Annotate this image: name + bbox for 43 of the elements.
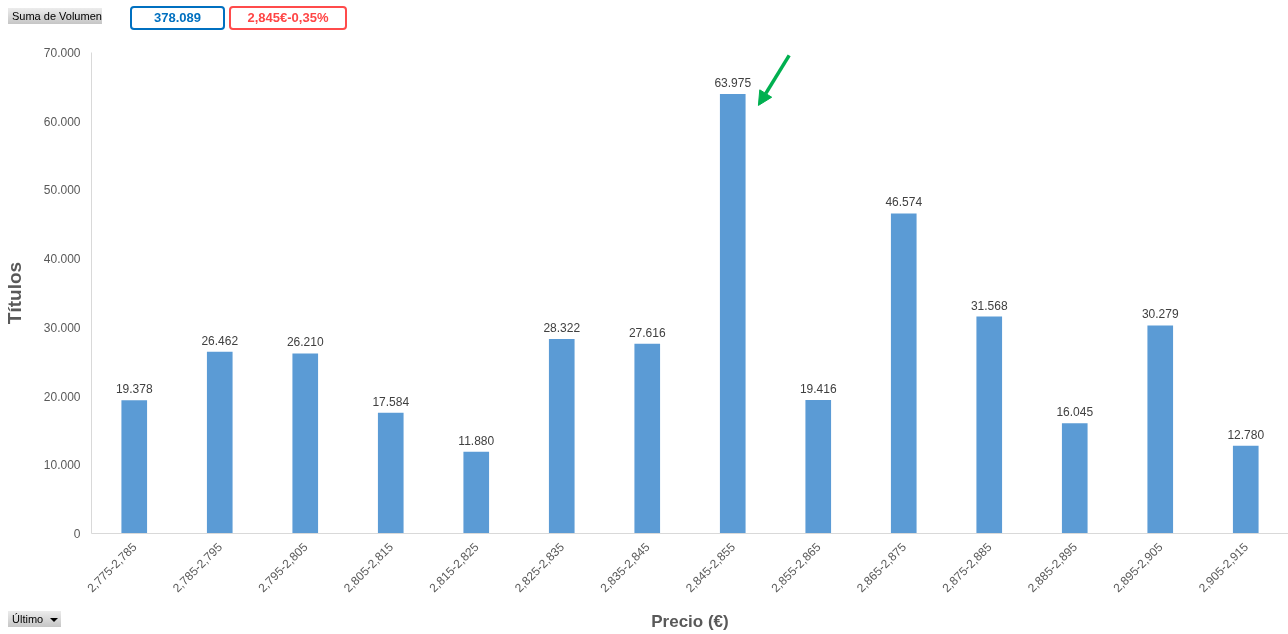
- data-label: 26.462: [201, 333, 239, 348]
- data-label: 31.568: [970, 298, 1008, 313]
- bar: [1147, 325, 1174, 534]
- bar: [206, 351, 233, 534]
- bar: [634, 343, 661, 534]
- bar: [719, 93, 746, 534]
- data-label: 30.279: [1141, 307, 1179, 322]
- bar: [890, 213, 917, 534]
- bar: [463, 451, 490, 534]
- data-label: 12.780: [1227, 427, 1265, 442]
- text: Suma de Volumen: [12, 9, 102, 24]
- y-tick-label: 60.000: [43, 114, 81, 129]
- data-label: 19.416: [799, 382, 837, 397]
- bar: [805, 400, 832, 534]
- y-tick-label: 50.000: [43, 183, 81, 198]
- text: -0,35%: [287, 10, 329, 25]
- data-label: 26.210: [286, 335, 324, 350]
- y-tick-label: 30.000: [43, 320, 81, 335]
- bar: [292, 353, 319, 534]
- data-label: 16.045: [1056, 405, 1094, 420]
- bar: [548, 338, 575, 534]
- bar: [1061, 423, 1088, 534]
- bar: [121, 400, 148, 534]
- data-label: 46.574: [885, 195, 923, 210]
- y-axis-title: Títulos: [3, 261, 25, 325]
- bar: [1232, 445, 1259, 534]
- data-label: 17.584: [372, 394, 410, 409]
- y-tick-label: 70.000: [43, 46, 81, 60]
- data-label: 27.616: [628, 325, 666, 340]
- data-label: 19.378: [115, 382, 153, 397]
- y-tick-label: 0: [73, 527, 81, 541]
- y-tick-label: 10.000: [43, 458, 81, 473]
- y-tick-label: 20.000: [43, 389, 81, 404]
- data-label: 63.975: [714, 75, 752, 90]
- text: Último: [12, 613, 44, 625]
- y-tick-label: 40.000: [43, 252, 81, 267]
- x-axis-title: Precio (€): [651, 612, 729, 632]
- bar: [377, 412, 404, 534]
- text: 378.089: [154, 9, 201, 27]
- data-label: 11.880: [458, 433, 495, 448]
- data-label: 28.322: [543, 320, 581, 335]
- text: 2,845€: [247, 10, 288, 25]
- bar: [976, 316, 1003, 534]
